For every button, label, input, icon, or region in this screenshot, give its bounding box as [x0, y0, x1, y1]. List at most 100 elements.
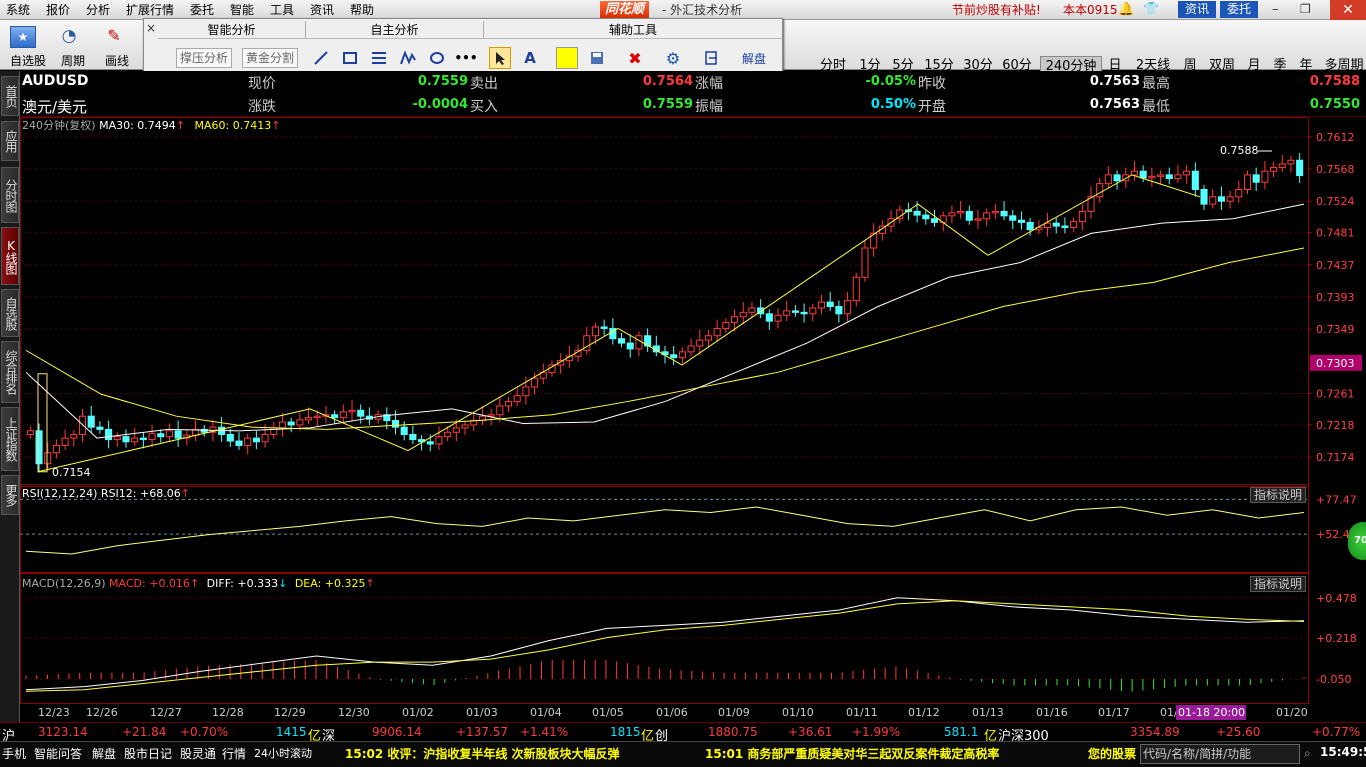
candle-body: [1139, 170, 1147, 179]
sidebar-tab-kline[interactable]: K线图: [1, 227, 19, 285]
period-biweek[interactable]: 双周: [1208, 58, 1235, 73]
tab-explain[interactable]: 解盘: [92, 747, 117, 761]
wave-tool-icon[interactable]: [397, 47, 419, 69]
news-button[interactable]: 资讯: [1178, 1, 1216, 18]
tab-market[interactable]: 行情: [222, 747, 247, 761]
value-change: -0.0004: [412, 97, 468, 112]
text-tool-icon[interactable]: A: [524, 49, 536, 67]
close-window-icon[interactable]: ✕: [1330, 0, 1366, 20]
period-60min[interactable]: 60分: [1002, 58, 1032, 73]
sz-index[interactable]: 9906.14: [372, 725, 422, 739]
date-tick-label: 01/04: [530, 706, 562, 719]
period-5min[interactable]: 5分: [892, 58, 914, 73]
bell-icon[interactable]: 🔔: [1118, 2, 1135, 17]
candle-body: [452, 427, 460, 433]
sidebar-tab-home[interactable]: 首页: [1, 76, 19, 116]
sidebar-tab-timeshare[interactable]: 分时图: [1, 167, 19, 223]
sidebar-tab-watchlist[interactable]: 自选股: [1, 289, 19, 337]
candle-body: [974, 218, 982, 221]
rsi-up-icon: ↑: [180, 487, 190, 500]
restore-icon[interactable]: ❐: [1300, 2, 1311, 16]
rsi-gauge-badge[interactable]: 70: [1348, 522, 1366, 560]
main-period-label: 240分钟(复权): [22, 119, 96, 132]
trade-button[interactable]: 委托: [1220, 1, 1258, 18]
support-resistance-button[interactable]: 撑压分析: [176, 48, 233, 68]
version-label: 本本0915: [1063, 3, 1118, 17]
drawline-button[interactable]: 画线: [105, 54, 130, 68]
sidebar-tab-sh-index[interactable]: 上证指数: [1, 407, 19, 471]
price-tick-label: 0.7524: [1316, 195, 1355, 208]
search-input[interactable]: 代码/名称/简拼/功能: [1140, 744, 1300, 764]
period-button[interactable]: 周期: [61, 54, 86, 68]
period-1min[interactable]: 1分: [859, 58, 881, 73]
period-year[interactable]: 年: [1299, 58, 1313, 73]
candle-body: [713, 327, 721, 337]
rsi-label: RSI(12,12,24) RSI12: +68.06: [22, 487, 181, 500]
line-tool-icon[interactable]: [310, 47, 332, 69]
shirt-icon[interactable]: 👕: [1143, 2, 1160, 17]
period-day[interactable]: 日: [1108, 58, 1122, 73]
tab-mobile[interactable]: 手机: [2, 747, 27, 761]
tab-smart-qa[interactable]: 智能问答: [34, 747, 83, 761]
news-ticker-1[interactable]: 15:02 收评：沪指收复半年线 次新股板块大幅反弹: [345, 747, 620, 761]
settings-icon[interactable]: ⚙: [665, 48, 681, 68]
cy-change: +36.61: [788, 725, 833, 739]
menu-analysis[interactable]: 分析: [86, 3, 111, 17]
promo-link[interactable]: 节前炒股有补贴!: [952, 3, 1041, 17]
sidebar-tab-apps[interactable]: 应用: [1, 121, 19, 161]
hs-volume-unit: 亿: [984, 729, 998, 744]
period-30min[interactable]: 30分: [963, 58, 993, 73]
delete-tool-icon[interactable]: ✖: [628, 48, 642, 68]
candle-body: [409, 433, 417, 441]
period-icon[interactable]: ◔: [61, 26, 77, 46]
watchlist-icon[interactable]: ★: [10, 26, 36, 48]
period-15min[interactable]: 15分: [924, 58, 954, 73]
menu-system[interactable]: 系统: [6, 3, 31, 17]
menu-smart[interactable]: 智能: [230, 3, 255, 17]
sidebar-tab-more[interactable]: 更多: [1, 475, 19, 515]
candle-body: [426, 441, 434, 445]
menu-quote[interactable]: 报价: [46, 3, 71, 17]
search-icon[interactable]: ⌕: [1304, 746, 1311, 760]
menu-trade[interactable]: 委托: [190, 3, 215, 17]
watchlist-button[interactable]: 自选股: [10, 54, 47, 68]
fib-tool-icon[interactable]: [368, 47, 390, 69]
menu-info[interactable]: 资讯: [310, 3, 335, 17]
explain-button[interactable]: 解盘: [742, 52, 767, 66]
period-timeshare[interactable]: 分时: [819, 58, 846, 73]
hs-index[interactable]: 3354.89: [1130, 725, 1180, 739]
tab-24h[interactable]: 24小时滚动: [254, 747, 312, 760]
candle-body: [1174, 174, 1182, 180]
panel-close-icon[interactable]: ×: [146, 21, 157, 35]
sh-index[interactable]: 3123.14: [38, 725, 88, 739]
period-month[interactable]: 月: [1247, 58, 1261, 73]
tab-stock-spirit[interactable]: 股灵通: [180, 747, 217, 761]
minimize-icon[interactable]: –: [1272, 2, 1279, 17]
rsi-explain-button[interactable]: 指标说明: [1250, 487, 1307, 503]
news-ticker-2[interactable]: 15:01 商务部严重质疑美对华三起双反案件裁定高税率: [705, 747, 1000, 761]
kline-chart[interactable]: 0.7612 0.7568 0.7524 0.7481 0.7437 0.7393 0.73…: [20, 117, 1366, 722]
candle-body: [731, 316, 739, 324]
draw-icon[interactable]: ✎: [107, 26, 121, 45]
period-multi[interactable]: 多周期: [1324, 58, 1364, 73]
export-tool-icon[interactable]: [700, 47, 722, 69]
circle-tool-icon[interactable]: [426, 47, 448, 69]
my-stock-link[interactable]: 您的股票: [1088, 747, 1137, 761]
candle-body: [930, 218, 939, 223]
tab-diary[interactable]: 股市日记: [124, 747, 173, 761]
pointer-tool-icon[interactable]: [489, 47, 511, 69]
cy-index[interactable]: 1880.75: [708, 725, 758, 739]
period-2day[interactable]: 2天线: [1135, 58, 1171, 73]
rect-tool-icon[interactable]: [339, 47, 361, 69]
sidebar-tab-ranking[interactable]: 综合排名: [1, 341, 19, 403]
save-tool-icon[interactable]: [586, 47, 608, 69]
period-week[interactable]: 周: [1183, 58, 1197, 73]
color-picker-icon[interactable]: [556, 47, 578, 69]
menu-help[interactable]: 帮助: [350, 3, 375, 17]
macd-explain-button[interactable]: 指标说明: [1250, 576, 1307, 592]
period-quarter[interactable]: 季: [1273, 58, 1287, 73]
more-tools-icon[interactable]: •••: [454, 51, 478, 65]
menu-tools[interactable]: 工具: [270, 3, 295, 17]
menu-extended[interactable]: 扩展行情: [126, 3, 175, 17]
golden-section-button[interactable]: 黄金分割: [242, 48, 299, 68]
